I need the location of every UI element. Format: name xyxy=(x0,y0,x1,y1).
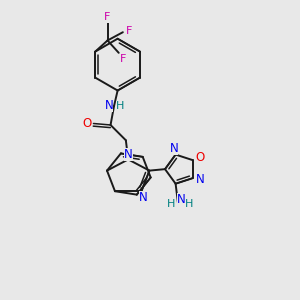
Text: F: F xyxy=(104,13,110,22)
Text: N: N xyxy=(195,173,204,186)
Text: F: F xyxy=(120,54,126,64)
Text: F: F xyxy=(126,26,133,36)
Text: H: H xyxy=(185,199,193,209)
Text: N: N xyxy=(104,99,113,112)
Text: N: N xyxy=(177,193,186,206)
Text: O: O xyxy=(82,117,91,130)
Text: H: H xyxy=(167,199,176,209)
Text: N: N xyxy=(124,148,133,160)
Text: O: O xyxy=(195,151,204,164)
Text: N: N xyxy=(139,191,147,204)
Text: H: H xyxy=(116,101,125,111)
Text: N: N xyxy=(170,142,178,155)
